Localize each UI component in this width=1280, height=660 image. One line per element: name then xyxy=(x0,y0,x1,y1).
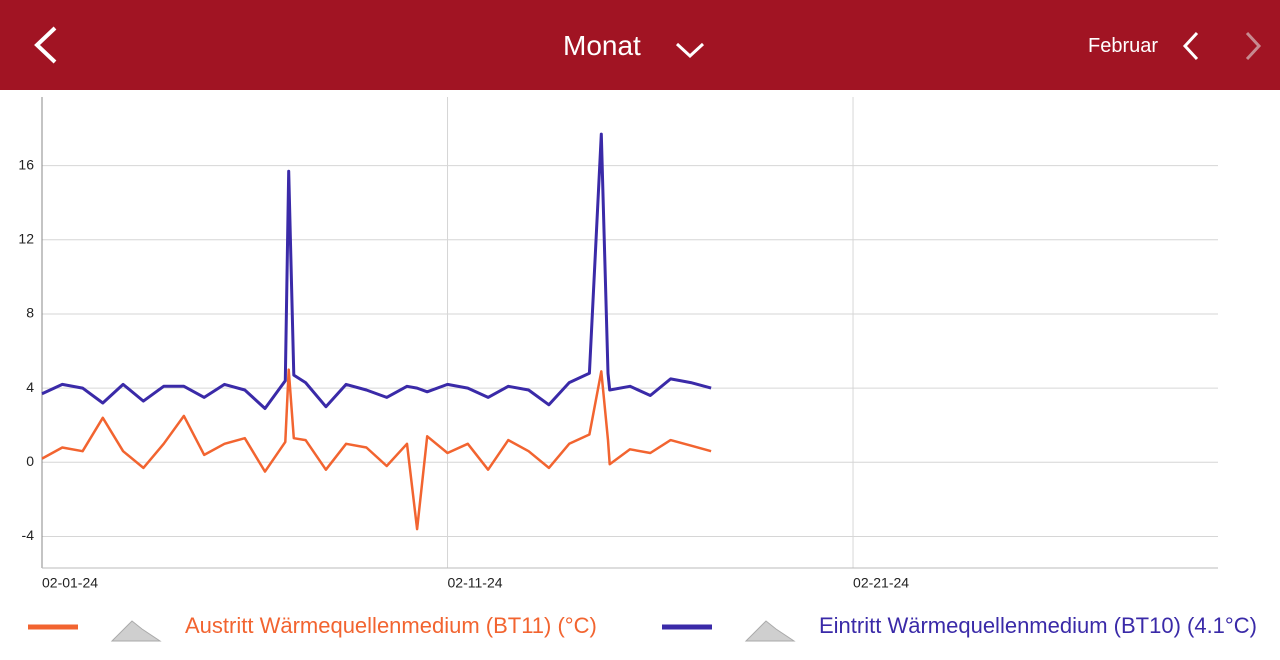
x-tick-label: 02-01-24 xyxy=(42,575,98,591)
view-title[interactable]: Monat xyxy=(563,30,641,61)
legend-label: Eintritt Wärmequellenmedium (BT10) (4.1°… xyxy=(819,613,1257,638)
legend-area-icon[interactable] xyxy=(744,620,796,642)
app-header: Monat Februar xyxy=(0,0,1280,90)
y-tick-label: 0 xyxy=(26,453,34,469)
series-line xyxy=(41,368,712,531)
next-month[interactable] xyxy=(1245,31,1262,61)
back-button[interactable] xyxy=(34,26,57,64)
y-tick-label: 4 xyxy=(26,379,34,395)
x-tick-label: 02-11-24 xyxy=(448,575,503,591)
legend-area-icon[interactable] xyxy=(110,620,162,642)
y-tick-label: -4 xyxy=(22,527,35,543)
series-line xyxy=(41,132,712,410)
prev-month[interactable] xyxy=(1182,31,1199,61)
y-tick-label: 16 xyxy=(18,156,34,172)
y-tick-label: 8 xyxy=(26,305,34,321)
legend-label: Austritt Wärmequellenmedium (BT11) (°C) xyxy=(185,613,597,638)
y-tick-label: 12 xyxy=(18,230,34,246)
header-icons xyxy=(34,26,1262,64)
x-tick-label: 02-21-24 xyxy=(853,575,909,591)
dropdown-chevron[interactable] xyxy=(675,42,705,59)
period-label: Februar xyxy=(1088,35,1159,57)
chart: -4 0 4 8 12 16 02-01-24 02-11-24 02-21-24 Austrit… xyxy=(18,97,1257,642)
